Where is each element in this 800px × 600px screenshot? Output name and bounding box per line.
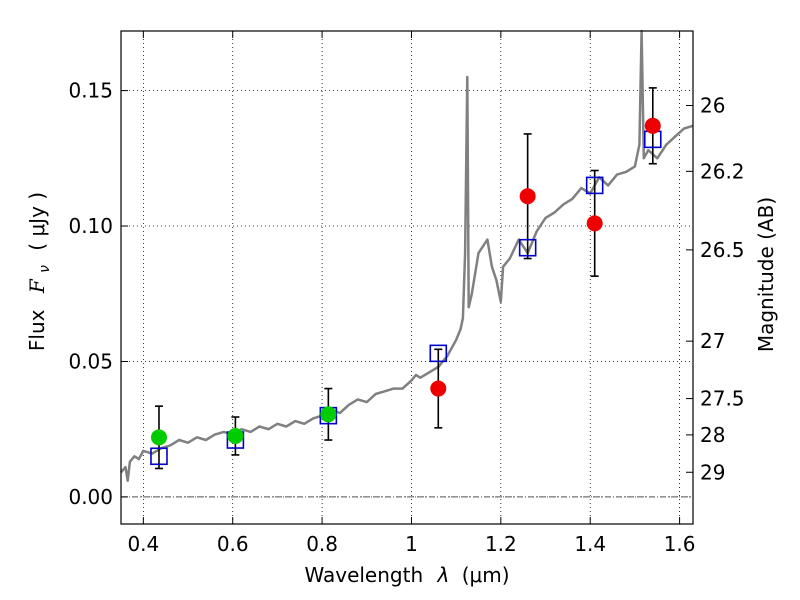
y-axis-label: Flux F ν ( μJy ) — [25, 192, 54, 351]
y-tick-label: 0.10 — [68, 214, 113, 238]
y-tick-label: 0.05 — [68, 349, 113, 373]
y-axis-unit: ( μJy ) — [25, 192, 49, 251]
model-photometry-square — [518, 238, 537, 257]
nir-point — [644, 117, 661, 134]
mag-tick-label: 29 — [700, 460, 725, 484]
observed-photometry-markers — [150, 117, 661, 446]
optical-point — [320, 406, 337, 423]
mag-tick-label: 28 — [700, 423, 725, 447]
x-tick-label: 0.8 — [306, 532, 338, 556]
y-axis-f-symbol: F — [25, 278, 49, 294]
model-sed-line — [120, 29, 694, 482]
x-tick-label: 0.4 — [127, 532, 159, 556]
x-tick-label: 1.6 — [664, 532, 696, 556]
grid-lines — [121, 31, 693, 524]
x-axis-lambda-symbol: λ — [437, 563, 450, 587]
model-photometry-markers — [150, 130, 662, 466]
plot-frame — [120, 30, 694, 525]
y-axis-nu-subscript: ν — [37, 265, 53, 273]
mag-tick-label: 26.2 — [700, 159, 745, 183]
mag-tick-label: 26.5 — [700, 238, 745, 262]
optical-point — [150, 429, 167, 446]
x-tick-label: 1.2 — [485, 532, 517, 556]
nir-point — [519, 188, 536, 205]
x-tick-label: 1 — [405, 532, 418, 556]
optical-point — [227, 427, 244, 444]
mag-tick-label: 27.5 — [700, 387, 745, 411]
y-tick-label: 0.15 — [68, 79, 113, 103]
model-photometry-square — [150, 447, 168, 466]
magnitude-axis-label: Magnitude (AB) — [754, 197, 778, 352]
nir-point — [586, 215, 603, 232]
mag-tick-label: 27 — [700, 329, 725, 353]
axis-ticks: 0.4 0.6 0.8 1 1.2 1.4 1.6 0.00 0.05 0.10 0.15 26 26.… — [68, 31, 745, 556]
model-photometry-square — [429, 344, 448, 363]
x-tick-label: 1.4 — [574, 532, 606, 556]
x-axis-label: Wavelength λ (μm) — [304, 563, 509, 587]
error-bars — [154, 87, 657, 470]
x-axis-unit: (μm) — [462, 563, 510, 587]
nir-point — [430, 380, 447, 397]
mag-tick-label: 26 — [700, 93, 725, 117]
x-axis-label-text: Wavelength — [304, 563, 423, 587]
y-axis-label-text: Flux — [25, 309, 49, 351]
model-photometry-square — [585, 176, 604, 195]
y-tick-label: 0.00 — [68, 485, 113, 509]
x-tick-label: 0.6 — [217, 532, 249, 556]
